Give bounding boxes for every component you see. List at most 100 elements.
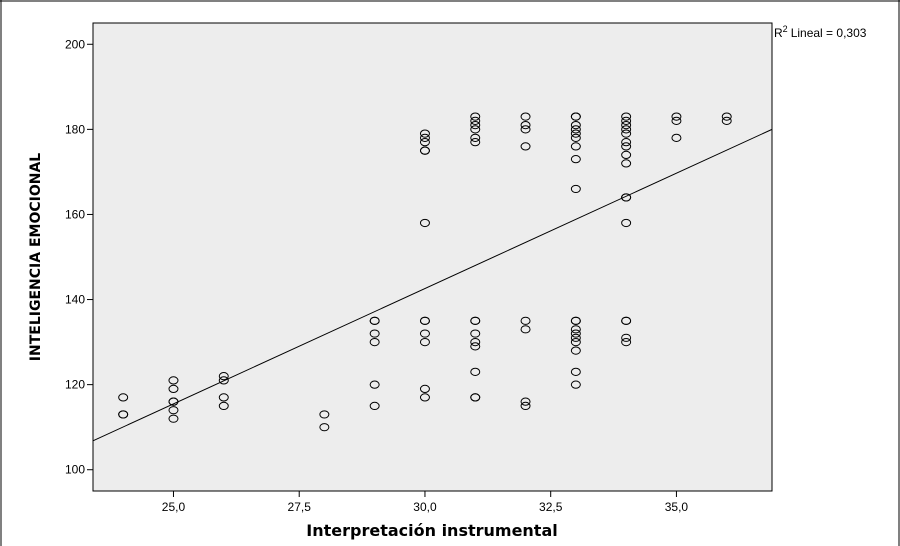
data-point bbox=[218, 393, 229, 402]
data-point bbox=[570, 333, 581, 342]
data-point bbox=[570, 184, 581, 194]
data-point bbox=[470, 116, 481, 125]
data-point bbox=[419, 316, 430, 325]
data-point bbox=[570, 337, 581, 347]
data-point bbox=[470, 337, 481, 347]
data-point bbox=[319, 423, 330, 432]
data-point bbox=[419, 384, 430, 393]
data-point bbox=[369, 316, 380, 325]
x-tick-label: 25,0 bbox=[162, 500, 186, 514]
data-point bbox=[520, 401, 531, 411]
data-point bbox=[570, 155, 581, 164]
data-point bbox=[621, 112, 632, 121]
data-point bbox=[470, 125, 481, 134]
data-point bbox=[721, 112, 732, 121]
x-tick-label: 32,5 bbox=[539, 500, 563, 514]
r2-label-superscript: 2 bbox=[783, 24, 788, 34]
data-point bbox=[621, 116, 632, 125]
data-point bbox=[520, 397, 531, 406]
y-tick-label: 140 bbox=[65, 293, 85, 307]
data-point bbox=[470, 121, 481, 130]
data-point bbox=[470, 112, 481, 121]
data-point bbox=[621, 316, 632, 325]
data-point bbox=[419, 337, 430, 347]
data-point bbox=[319, 410, 330, 419]
data-point bbox=[470, 393, 481, 402]
data-point bbox=[168, 384, 179, 393]
y-tick-label: 100 bbox=[65, 463, 85, 477]
data-point bbox=[570, 329, 581, 338]
data-point bbox=[419, 133, 430, 142]
data-point bbox=[168, 376, 179, 385]
data-point bbox=[621, 159, 632, 168]
r2-label-r: R bbox=[774, 26, 783, 40]
data-point bbox=[419, 138, 430, 147]
data-point bbox=[520, 316, 531, 325]
regression-line bbox=[92, 128, 773, 442]
data-point bbox=[168, 414, 179, 423]
data-point bbox=[671, 133, 682, 142]
data-point bbox=[470, 138, 481, 147]
data-point bbox=[621, 337, 632, 347]
data-point bbox=[621, 125, 632, 134]
data-point bbox=[369, 401, 380, 411]
data-point bbox=[621, 129, 632, 138]
data-point bbox=[570, 367, 581, 376]
data-point bbox=[570, 133, 581, 142]
r2-annotation: R2 Lineal = 0,303 bbox=[774, 24, 867, 40]
data-point bbox=[419, 146, 430, 155]
data-point bbox=[570, 112, 581, 121]
data-point bbox=[470, 367, 481, 376]
data-point bbox=[470, 133, 481, 142]
points-layer bbox=[118, 112, 732, 432]
data-point bbox=[419, 329, 430, 338]
y-tick-label: 120 bbox=[65, 378, 85, 392]
y-tick-label: 160 bbox=[65, 207, 85, 221]
data-point bbox=[218, 376, 229, 385]
y-tick-label: 180 bbox=[65, 122, 85, 136]
data-point bbox=[621, 333, 632, 342]
data-point bbox=[520, 121, 531, 130]
data-point bbox=[570, 129, 581, 138]
x-tick-label: 35,0 bbox=[665, 500, 689, 514]
data-point bbox=[520, 325, 531, 334]
data-point bbox=[570, 142, 581, 151]
x-axis: 25,0 27,5 30,0 32,5 35,0 bbox=[162, 491, 689, 514]
data-point bbox=[621, 138, 632, 147]
data-point bbox=[118, 410, 129, 419]
data-point bbox=[621, 150, 632, 159]
data-point bbox=[721, 116, 732, 125]
data-point bbox=[419, 218, 430, 228]
data-point bbox=[419, 129, 430, 138]
data-point bbox=[520, 125, 531, 134]
data-point bbox=[621, 142, 632, 151]
data-point bbox=[520, 112, 531, 121]
data-point bbox=[520, 142, 531, 151]
x-tick-label: 27,5 bbox=[288, 500, 312, 514]
data-point bbox=[470, 342, 481, 351]
data-point bbox=[218, 401, 229, 411]
data-point bbox=[570, 380, 581, 389]
data-point bbox=[470, 316, 481, 325]
data-point bbox=[470, 329, 481, 338]
r2-label-value: Lineal = 0,303 bbox=[791, 26, 867, 40]
data-point bbox=[419, 393, 430, 402]
data-point bbox=[621, 218, 632, 228]
y-axis-title: INTELIGENCIA EMOCIONAL bbox=[28, 153, 44, 361]
data-point bbox=[118, 393, 129, 402]
data-point bbox=[621, 193, 632, 202]
x-axis-title: Interpretación instrumental bbox=[306, 521, 557, 540]
data-point bbox=[570, 346, 581, 355]
y-axis: 100 120 140 160 180 200 bbox=[65, 37, 93, 477]
x-tick-label: 30,0 bbox=[413, 500, 437, 514]
data-point bbox=[621, 121, 632, 130]
data-point bbox=[369, 329, 380, 338]
data-point bbox=[168, 406, 179, 415]
data-point bbox=[570, 121, 581, 130]
data-point bbox=[570, 125, 581, 134]
data-point bbox=[369, 337, 380, 347]
data-point bbox=[369, 380, 380, 389]
data-point bbox=[671, 116, 682, 125]
data-point bbox=[570, 316, 581, 325]
